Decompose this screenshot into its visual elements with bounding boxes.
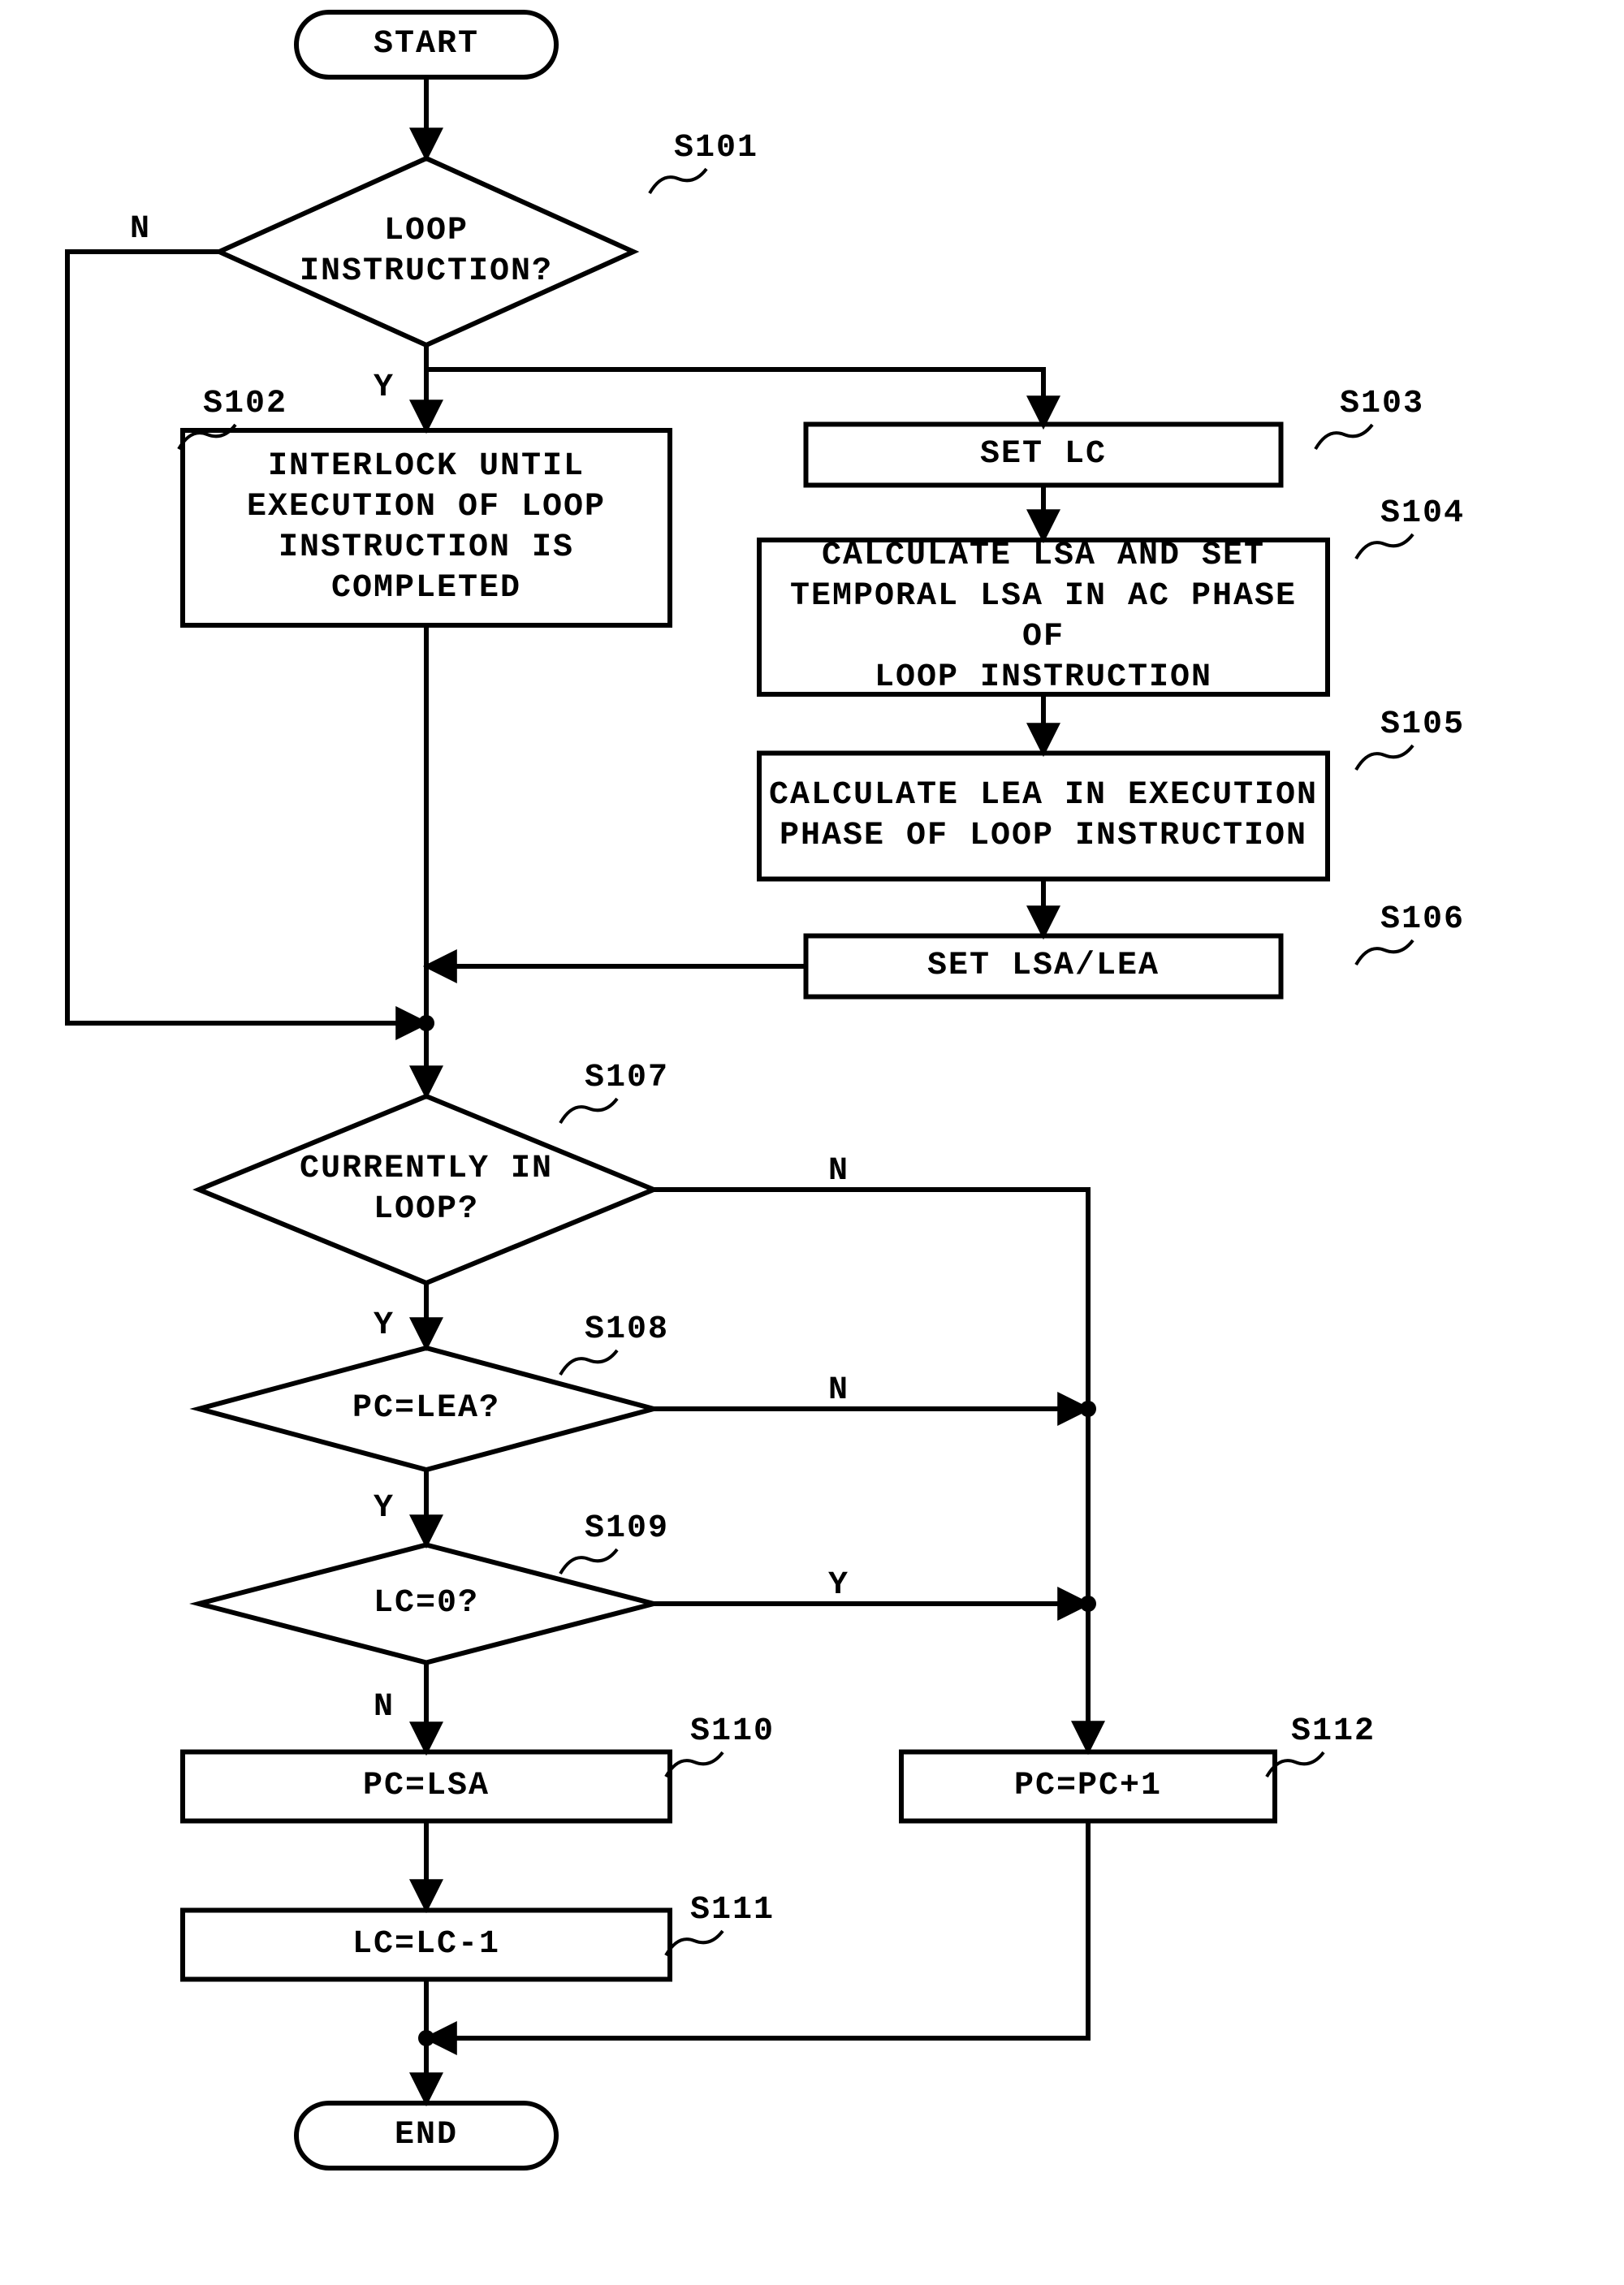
step-label: S105 <box>1380 706 1465 743</box>
step-label: S110 <box>690 1713 775 1750</box>
node-label: START <box>296 12 556 77</box>
step-label: S106 <box>1380 901 1465 938</box>
step-label: S108 <box>585 1311 669 1348</box>
node-label: LC=LC-1 <box>183 1911 670 1980</box>
edge-label: N <box>130 211 153 248</box>
node-label: INTERLOCK UNTIL EXECUTION OF LOOP INSTRU… <box>183 430 670 625</box>
step-label: S111 <box>690 1892 775 1929</box>
edge-label: N <box>374 1689 396 1726</box>
edge-label: N <box>828 1153 851 1190</box>
edge-label: Y <box>374 369 396 406</box>
flowchart-canvas: START LOOP INSTRUCTION? S101 INTERLOCK UNTI… <box>0 0 1624 2285</box>
node-label: PC=LSA <box>183 1752 670 1821</box>
edge-label: Y <box>374 1307 396 1344</box>
node-label: SET LSA/LEA <box>806 936 1281 997</box>
node-label: CALCULATE LEA IN EXECUTION PHASE OF LOOP… <box>759 754 1328 879</box>
node-label: LOOP INSTRUCTION? <box>219 158 633 345</box>
node-label: LC=0? <box>199 1545 654 1663</box>
node-label: CALCULATE LSA AND SET TEMPORAL LSA IN AC… <box>759 540 1328 694</box>
step-label: S101 <box>674 130 758 166</box>
edge-label: N <box>828 1372 851 1409</box>
node-label: SET LC <box>806 425 1281 486</box>
step-label: S112 <box>1291 1713 1376 1750</box>
step-label: S109 <box>585 1510 669 1547</box>
step-label: S107 <box>585 1060 669 1096</box>
edge-label: Y <box>828 1567 851 1604</box>
edge-label: Y <box>374 1490 396 1527</box>
node-label: END <box>296 2103 556 2168</box>
step-label: S102 <box>203 386 287 422</box>
node-label: PC=PC+1 <box>901 1752 1275 1821</box>
node-label: CURRENTLY IN LOOP? <box>199 1096 654 1283</box>
step-label: S104 <box>1380 495 1465 532</box>
step-label: S103 <box>1340 386 1424 422</box>
node-label: PC=LEA? <box>199 1348 654 1470</box>
